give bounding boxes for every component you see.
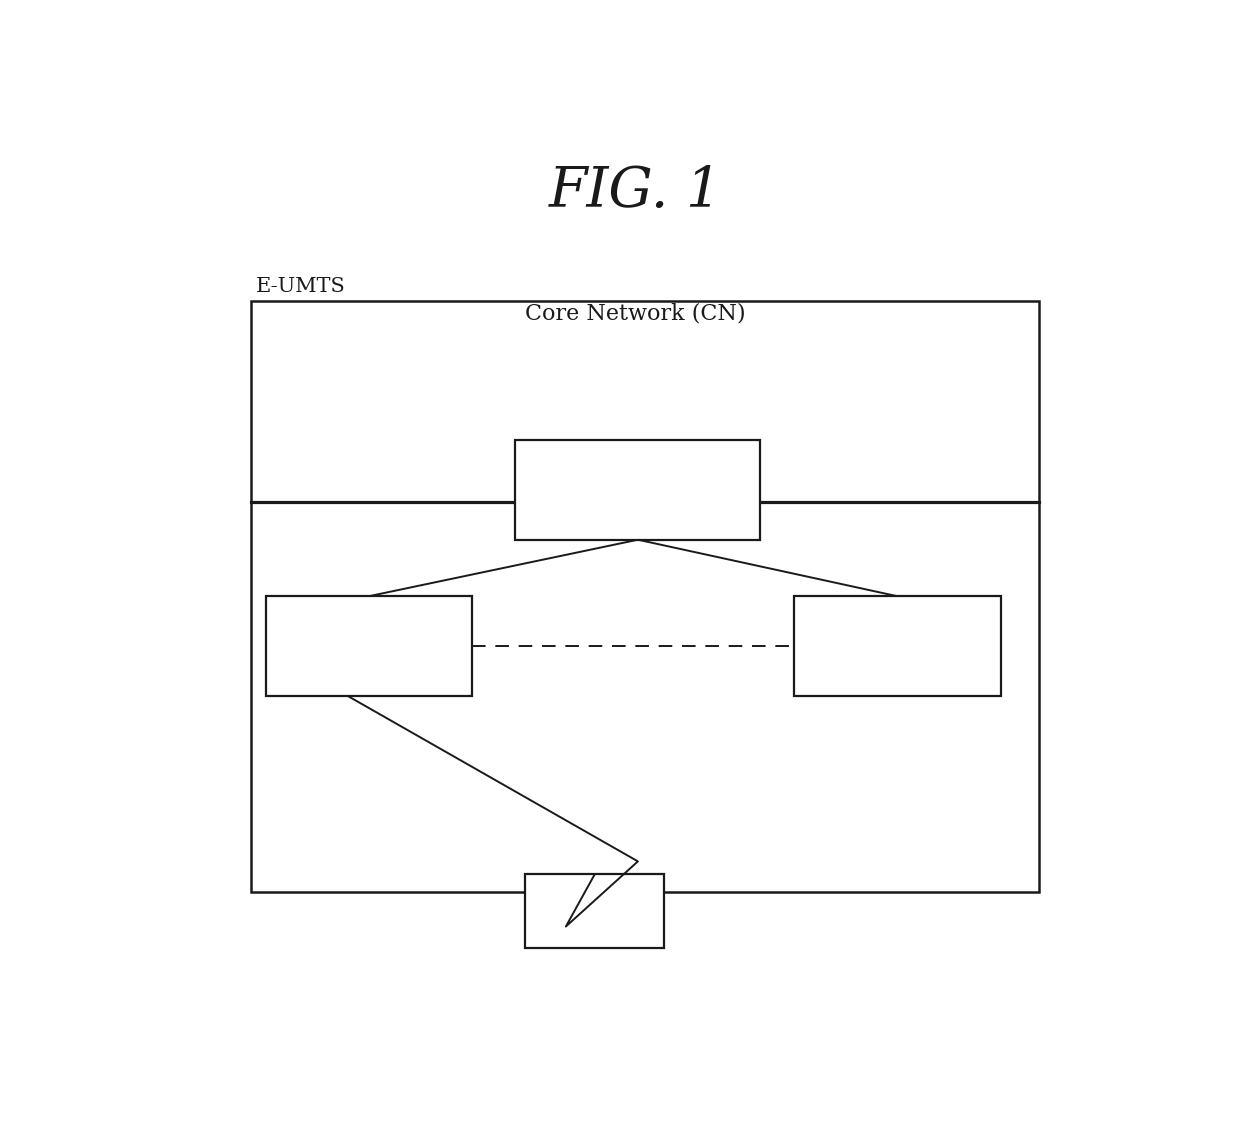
Text: E-UMTS: E-UMTS bbox=[255, 278, 346, 296]
Text: Access Gateway (AG): Access Gateway (AG) bbox=[518, 479, 758, 501]
Text: Core Network (CN): Core Network (CN) bbox=[526, 303, 745, 325]
Bar bbox=[265, 596, 472, 697]
Text: FIG. 1: FIG. 1 bbox=[549, 165, 722, 219]
Text: eNode B: eNode B bbox=[849, 636, 946, 657]
Text: UE: UE bbox=[575, 900, 614, 922]
Bar bbox=[516, 439, 760, 540]
Bar bbox=[525, 874, 665, 948]
Bar bbox=[794, 596, 1001, 697]
Bar bbox=[250, 300, 1039, 892]
Text: eNode B: eNode B bbox=[320, 636, 418, 657]
